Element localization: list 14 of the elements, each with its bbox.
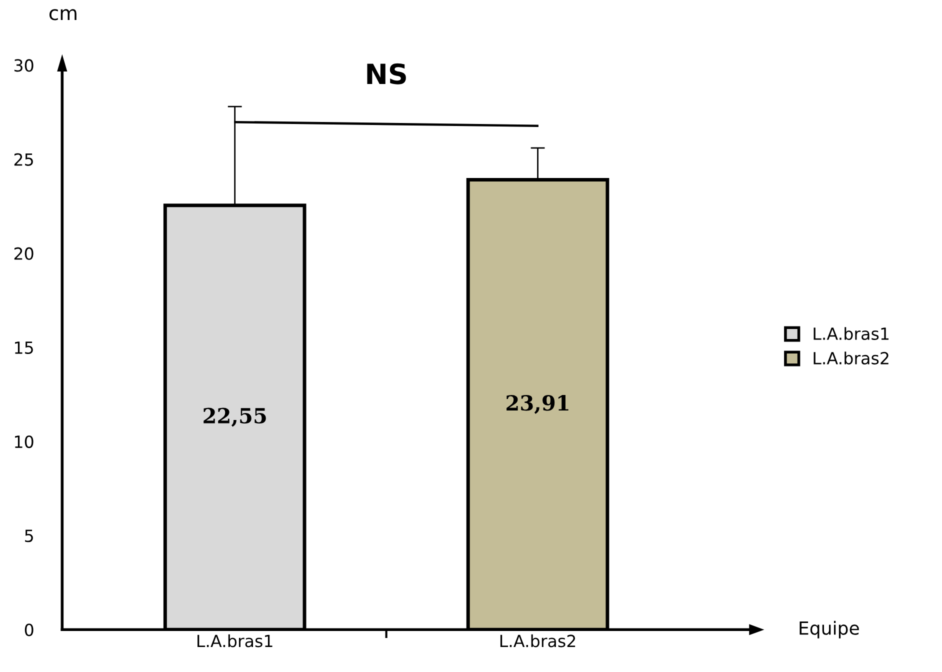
legend-label: L.A.bras1 — [814, 327, 889, 340]
data-label: 23,91 — [506, 395, 568, 414]
y-tick-label: 20 — [14, 247, 34, 260]
data-label: 22,55 — [204, 408, 266, 427]
y-tick-label: 30 — [14, 59, 34, 72]
y-tick-label: 0 — [24, 624, 34, 636]
y-axis-title: cm — [49, 9, 76, 20]
y-tick-label: 15 — [15, 342, 33, 354]
x-axis-title: Equipe — [800, 620, 859, 638]
y-tick-label: 10 — [15, 435, 34, 448]
y-tick-label: 25 — [14, 153, 33, 166]
legend-label: L.A.bras2 — [814, 352, 888, 364]
y-tick-label: 5 — [25, 530, 33, 542]
annotation: NS — [367, 63, 406, 84]
